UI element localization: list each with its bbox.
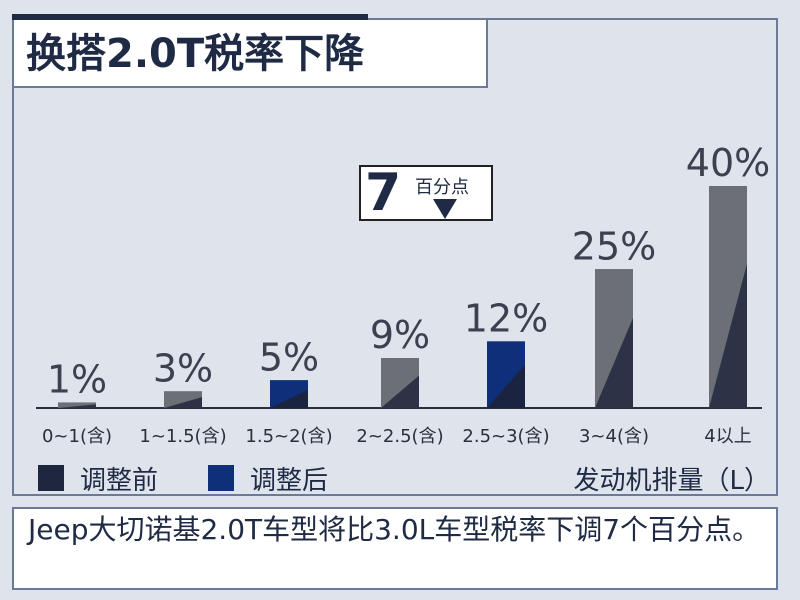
category-label-1: 1~1.5(含) xyxy=(139,426,226,447)
annotation-value: 7 xyxy=(365,163,402,223)
category-label-6: 4以上 xyxy=(704,426,751,447)
category-label-0: 0~1(含) xyxy=(42,426,112,447)
category-label-4: 2.5~3(含) xyxy=(462,426,549,447)
bar-shade-4 xyxy=(487,341,525,408)
annotation-box xyxy=(359,165,493,221)
legend-swatch-1 xyxy=(208,465,234,491)
category-label-2: 1.5~2(含) xyxy=(245,426,332,447)
data-label-2: 5% xyxy=(259,335,319,379)
bar-shade-1 xyxy=(164,391,202,408)
bar-shade-5 xyxy=(595,269,633,408)
annotation-unit: 百分点 xyxy=(415,177,469,198)
data-label-1: 3% xyxy=(153,346,213,390)
chart-frame xyxy=(12,18,778,496)
chart-title: 换搭2.0T税率下降 xyxy=(14,20,488,88)
data-label-4: 12% xyxy=(464,296,548,340)
legend-label-0: 调整前 xyxy=(80,466,158,496)
data-label-0: 1% xyxy=(47,357,107,401)
bar-shade-6 xyxy=(709,186,747,408)
data-label-3: 9% xyxy=(370,313,430,357)
caption-text: Jeep大切诺基2.0T车型将比3.0L车型税率下调7个百分点。 xyxy=(12,507,778,590)
legend-swatch-0 xyxy=(38,465,64,491)
down-arrow-icon xyxy=(433,199,457,219)
category-label-5: 3~4(含) xyxy=(579,426,649,447)
bar-shade-0 xyxy=(58,402,96,408)
x-axis-title: 发动机排量（L） xyxy=(574,466,771,496)
data-label-6: 40% xyxy=(686,141,770,185)
title-accent-bar xyxy=(12,14,368,20)
annotation-callout: 7 百分点 xyxy=(359,163,499,223)
legend-label-1: 调整后 xyxy=(250,466,328,496)
data-label-5: 25% xyxy=(572,224,656,268)
bar-shade-2 xyxy=(270,380,308,408)
bar-shade-3 xyxy=(381,358,419,408)
category-label-3: 2~2.5(含) xyxy=(356,426,443,447)
